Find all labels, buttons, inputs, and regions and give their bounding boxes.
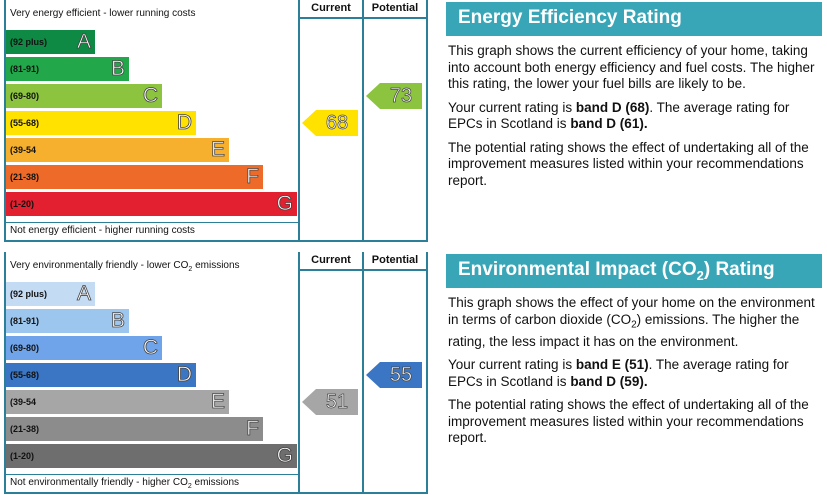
rating-band-f: (21-38) F (6, 417, 263, 441)
band-range-label: (21-38) (10, 172, 40, 182)
band-letter: E (210, 390, 226, 414)
environmental-impact-chart: Very environmentally friendly - lower CO… (4, 252, 428, 494)
band-letter: A (76, 282, 92, 306)
rating-band-a: (92 plus) A (6, 30, 95, 54)
divider (6, 474, 298, 475)
chart-bottom-label: Not energy efficient - higher running co… (10, 225, 195, 236)
band-range-label: (69-80) (10, 91, 40, 101)
panel-paragraph: The potential rating shows the effect of… (448, 397, 809, 446)
column-divider (298, 252, 300, 492)
band-range-label: (92 plus) (10, 37, 48, 47)
rating-band-g: (1-20) G (6, 444, 297, 468)
current-rating-value: 51 (325, 391, 349, 414)
panel-paragraph: This graph shows the current efficiency … (448, 43, 815, 91)
band-letter: F (246, 417, 260, 441)
chart-top-label: Very environmentally friendly - lower CO… (10, 260, 240, 273)
band-range-label: (81-91) (10, 316, 40, 326)
column-divider (362, 252, 364, 492)
band-letter: D (176, 363, 192, 387)
rating-band-f: (21-38) F (6, 165, 263, 189)
chart-bottom-label: Not environmentally friendly - higher CO… (10, 477, 240, 490)
band-letter: B (110, 309, 126, 333)
column-divider (362, 0, 364, 240)
band-letter: F (246, 165, 260, 189)
environmental-rating-panel: Environmental Impact (CO2) Rating This g… (446, 254, 822, 447)
energy-rating-panel: Energy Efficiency Rating This graph show… (446, 2, 822, 189)
potential-column-header: Potential (364, 0, 426, 19)
potential-rating-value: 73 (389, 85, 413, 108)
band-range-label: (81-91) (10, 64, 40, 74)
band-letter: A (76, 30, 92, 54)
rating-band-e: (39-54 E (6, 138, 229, 162)
band-range-label: (55-68) (10, 118, 40, 128)
band-range-label: (39-54 (10, 397, 37, 407)
panel-paragraph: Your current rating is band E (51). The … (448, 357, 789, 389)
rating-band-b: (81-91) B (6, 309, 129, 333)
divider (6, 222, 298, 223)
current-column-header: Current (300, 0, 362, 19)
rating-band-d: (55-68) D (6, 363, 196, 387)
band-range-label: (1-20) (10, 199, 35, 209)
band-range-label: (55-68) (10, 370, 40, 380)
chart-top-label: Very energy efficient - lower running co… (10, 8, 196, 19)
band-letter: G (276, 192, 293, 216)
panel-paragraph: This graph shows the effect of your home… (448, 295, 815, 349)
potential-rating-arrow: 55 (366, 362, 422, 388)
column-divider (298, 0, 300, 240)
panel-paragraph: The potential rating shows the effect of… (448, 139, 809, 188)
potential-column-header: Potential (364, 252, 426, 271)
rating-band-a: (92 plus) A (6, 282, 95, 306)
rating-band-e: (39-54 E (6, 390, 229, 414)
potential-rating-value: 55 (389, 364, 413, 387)
panel-paragraph: Your current rating is band D (68). The … (448, 99, 790, 132)
band-letter: B (110, 57, 126, 81)
band-range-label: (21-38) (10, 424, 40, 434)
band-range-label: (1-20) (10, 451, 35, 461)
band-range-label: (92 plus) (10, 289, 48, 299)
band-letter: E (210, 138, 226, 162)
band-letter: G (276, 444, 293, 468)
energy-efficiency-chart: Very energy efficient - lower running co… (4, 0, 428, 242)
potential-rating-arrow: 73 (366, 83, 422, 109)
panel-heading: Energy Efficiency Rating (446, 2, 822, 36)
band-range-label: (69-80) (10, 343, 40, 353)
panel-heading: Environmental Impact (CO2) Rating (446, 254, 822, 288)
band-letter: D (176, 111, 192, 135)
rating-band-c: (69-80) C (6, 336, 162, 360)
rating-band-g: (1-20) G (6, 192, 297, 216)
current-rating-value: 68 (325, 112, 349, 135)
rating-band-b: (81-91) B (6, 57, 129, 81)
rating-band-d: (55-68) D (6, 111, 196, 135)
rating-band-c: (69-80) C (6, 84, 162, 108)
current-column-header: Current (300, 252, 362, 271)
band-range-label: (39-54 (10, 145, 37, 155)
current-rating-arrow: 51 (302, 389, 358, 415)
band-letter: C (142, 84, 158, 108)
current-rating-arrow: 68 (302, 110, 358, 136)
band-letter: C (142, 336, 158, 360)
